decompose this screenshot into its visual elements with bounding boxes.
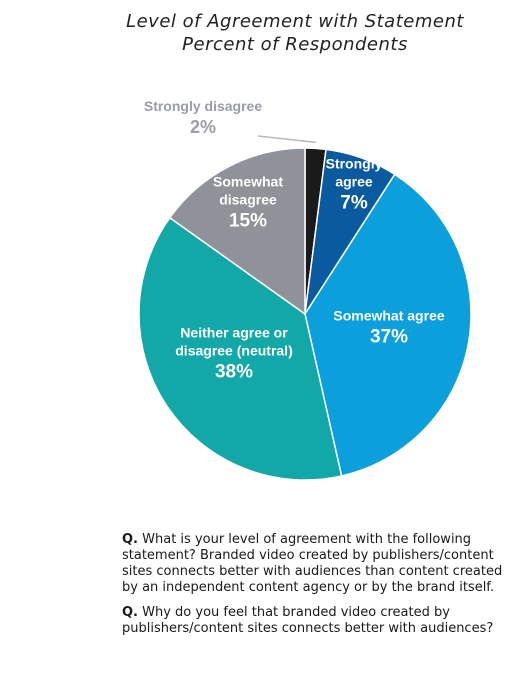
slice-label-strongly-agree-line-2: agree	[335, 174, 373, 190]
slice-value-somewhat-agree: 37%	[370, 327, 408, 348]
question-2-text: Why do you feel that branded video creat…	[122, 605, 494, 636]
slice-value-strongly-agree: 7%	[340, 193, 368, 214]
chart-subtitle: Percent of Respondents	[182, 34, 408, 55]
slice-value-somewhat-disagree: 15%	[229, 211, 267, 232]
slice-label-somewhat-disagree-line-1: Somewhat	[213, 174, 283, 190]
pie-chart: Strongly disagree 2% Strongly agree 7% Somewh…	[138, 98, 472, 481]
question-2: Q. Why do you feel that branded video cr…	[122, 605, 512, 637]
pie-slice-somewhat-disagree	[168, 147, 306, 316]
slice-label-somewhat-disagree-line-2: disagree	[219, 192, 277, 208]
pie-labels: Strongly disagree 2% Strongly agree 7% Somewh…	[144, 98, 445, 383]
chart-title-block: Level of Agreement with Statement Percen…	[0, 10, 520, 56]
survey-questions: Q. What is your level of agreement with …	[122, 532, 512, 646]
question-1-text: What is your level of agreement with the…	[122, 532, 503, 595]
slice-label-neither-agree-or-disagree-neutral-line-1: Neither agree or	[180, 325, 288, 341]
slice-value-neither-agree-or-disagree-neutral: 38%	[215, 362, 253, 383]
slice-label-strongly-agree-line-1: Strongly	[326, 156, 383, 172]
slice-label-strongly-disagree-line-1: Strongly disagree	[144, 98, 262, 114]
slice-value-strongly-disagree: 2%	[190, 117, 216, 137]
slice-label-somewhat-agree-line-1: Somewhat agree	[333, 308, 444, 324]
pie-slices	[138, 147, 472, 481]
chart-title: Level of Agreement with Statement	[126, 11, 464, 32]
question-1: Q. What is your level of agreement with …	[122, 532, 512, 596]
pie-slice-neither-agree-or-disagree-neutral	[138, 216, 343, 481]
question-2-prefix: Q.	[122, 605, 138, 620]
slice-label-neither-agree-or-disagree-neutral-line-2: disagree (neutral)	[175, 343, 292, 359]
pie-slice-somewhat-agree	[304, 173, 472, 477]
leader-line-strongly-disagree	[257, 135, 316, 144]
question-1-prefix: Q.	[122, 532, 138, 547]
